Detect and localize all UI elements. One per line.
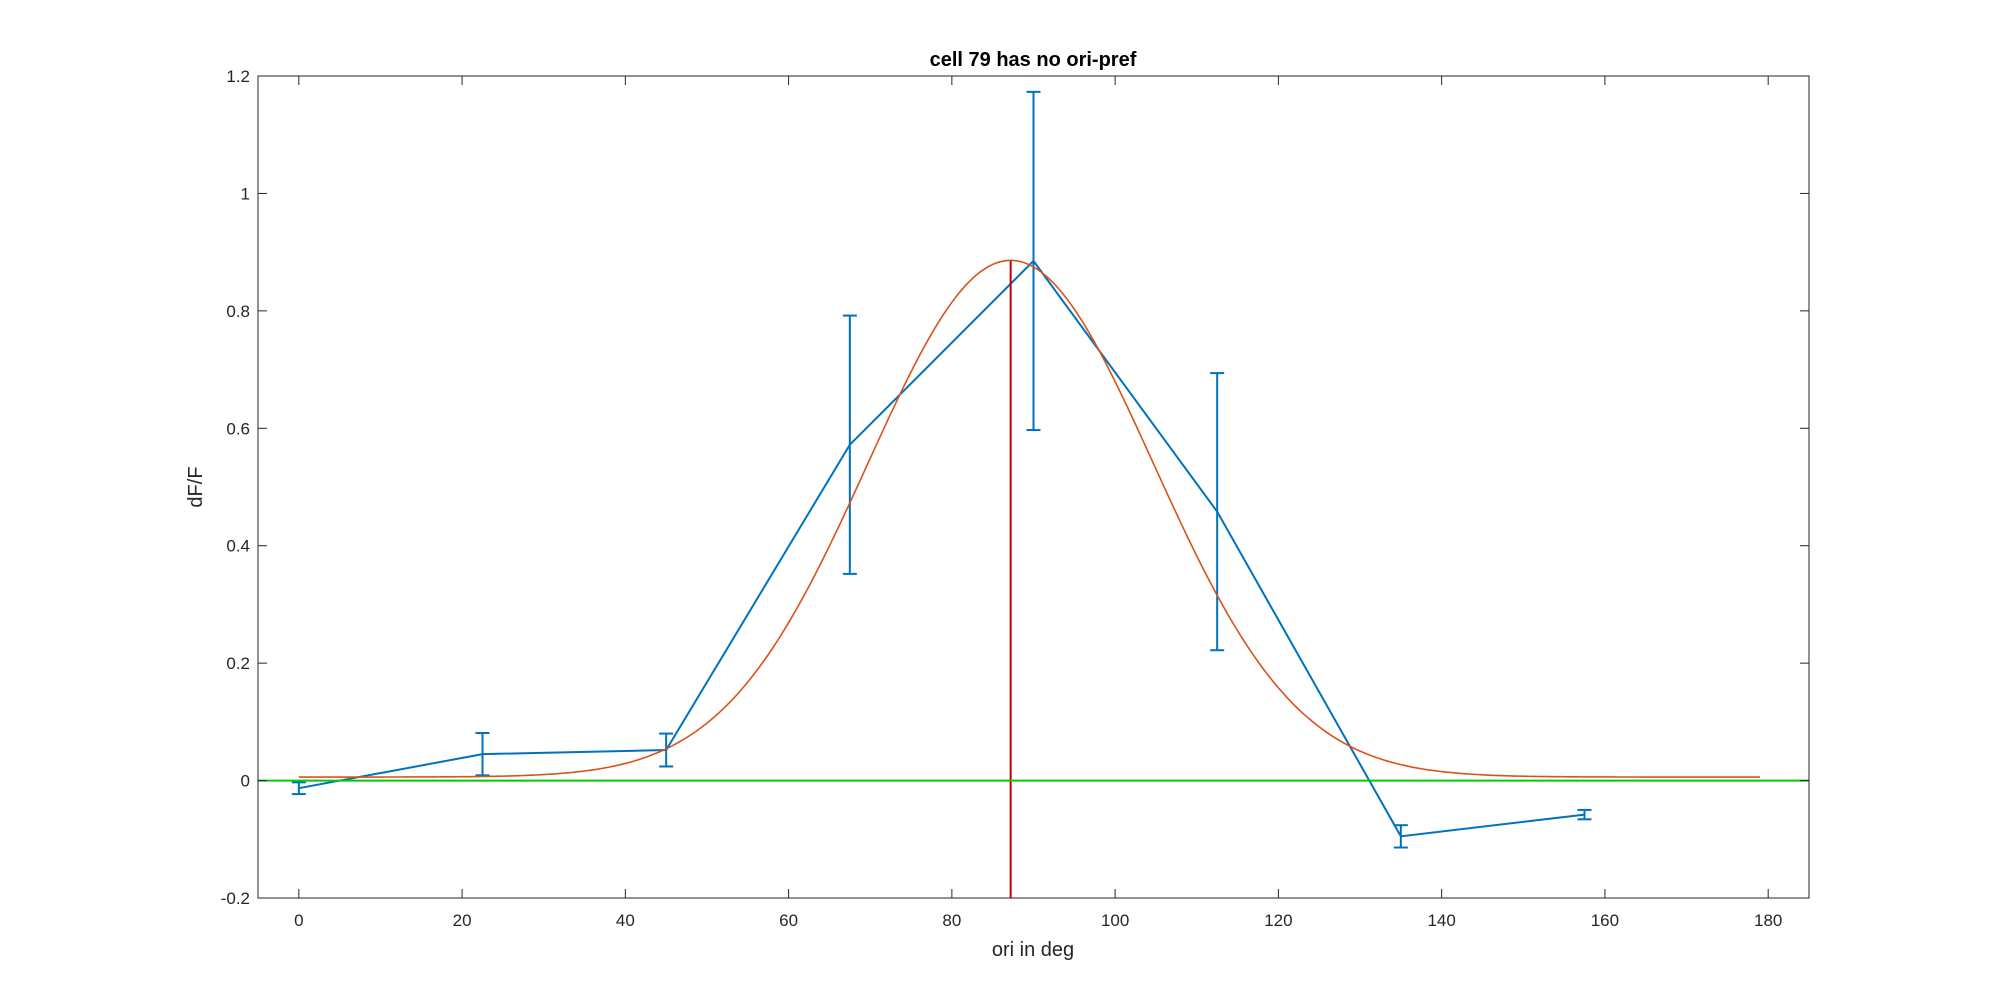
x-tick-label: 160 [1591, 911, 1619, 930]
y-tick-label: 0.8 [226, 302, 250, 321]
y-tick-label: 0 [241, 772, 250, 791]
x-tick-label: 140 [1427, 911, 1455, 930]
y-tick-label: 0.4 [226, 537, 250, 556]
x-axis-label: ori in deg [992, 939, 1074, 961]
x-tick-label: 100 [1101, 911, 1129, 930]
x-tick-label: 180 [1754, 911, 1782, 930]
y-tick-label: 1 [241, 184, 250, 203]
x-tick-label: 80 [942, 911, 961, 930]
y-tick-label: 0.6 [226, 419, 250, 438]
mean-response-line [298, 259, 1585, 838]
y-tick-label: 0.2 [226, 654, 250, 673]
y-tick-label: -0.2 [221, 889, 250, 908]
y-axis-label: dF/F [185, 466, 207, 507]
y-tick-label: 1.2 [226, 67, 250, 86]
gaussian-fit-curve [298, 259, 1761, 778]
axes-box [257, 75, 1810, 899]
chart-title: cell 79 has no ori-pref [930, 49, 1137, 71]
x-tick-label: 0 [294, 911, 303, 930]
x-tick-label: 120 [1264, 911, 1292, 930]
x-tick-label: 60 [779, 911, 798, 930]
axis-ticks: 0 20 40 60 80 100 120 140 160 180 -0.2 0 0.2 0.4 0.6 0.… [221, 67, 1809, 930]
x-tick-label: 40 [616, 911, 635, 930]
chart-marks [258, 90, 1809, 898]
x-tick-label: 20 [453, 911, 472, 930]
